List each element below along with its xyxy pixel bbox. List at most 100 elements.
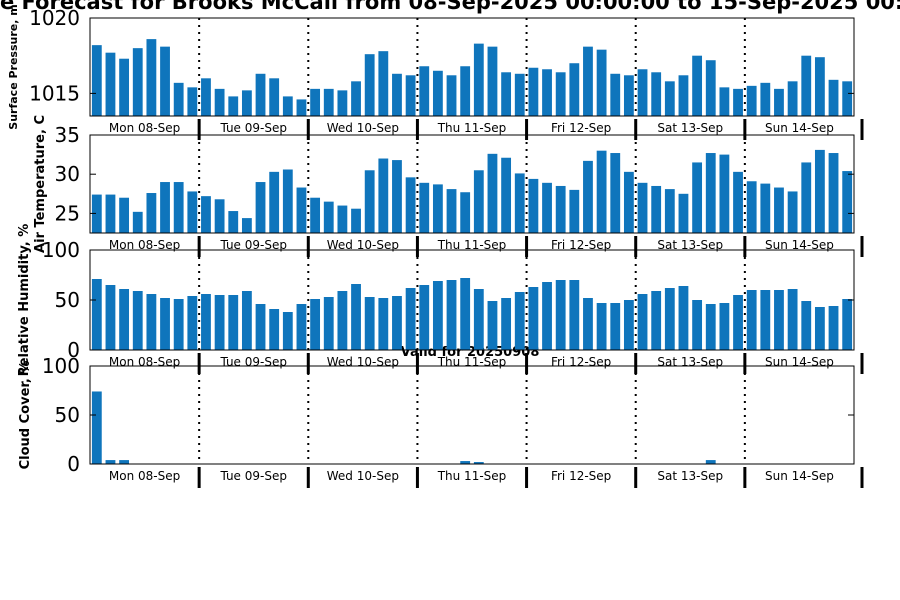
bar	[337, 291, 348, 350]
bar	[610, 73, 621, 116]
bar	[814, 307, 825, 350]
bar	[201, 294, 211, 350]
bar	[746, 181, 757, 233]
bar	[787, 289, 798, 350]
bar	[583, 46, 593, 116]
bar	[119, 460, 130, 464]
bar	[105, 52, 116, 116]
x-tick-label: Tue 09-Sep	[219, 238, 287, 252]
bar	[542, 282, 552, 350]
y-tick-label: 0	[67, 452, 80, 476]
bar	[473, 43, 484, 116]
x-tick-label: Fri 12-Sep	[551, 238, 611, 252]
bar	[228, 295, 239, 350]
bar	[692, 300, 703, 350]
bar	[610, 303, 621, 350]
bar	[282, 169, 293, 233]
bar	[623, 171, 634, 233]
bar	[610, 153, 621, 233]
bar	[241, 291, 252, 350]
bar	[392, 160, 402, 233]
bar	[705, 460, 716, 464]
bar	[678, 286, 689, 350]
bar	[173, 82, 184, 116]
bar	[501, 72, 512, 116]
x-tick-label: Wed 10-Sep	[327, 238, 399, 252]
bar	[323, 297, 334, 350]
bar	[651, 185, 662, 233]
bar	[651, 72, 662, 116]
x-tick-label: Mon 08-Sep	[109, 238, 180, 252]
bar	[664, 288, 675, 350]
bar	[91, 279, 102, 350]
bar	[501, 157, 512, 233]
x-tick-label: Wed 10-Sep	[327, 469, 399, 483]
bar	[214, 199, 225, 233]
bar	[801, 301, 812, 350]
bar	[446, 189, 457, 233]
x-tick-label: Mon 08-Sep	[109, 469, 180, 483]
bar	[160, 46, 170, 116]
bar	[555, 280, 566, 350]
bar	[555, 72, 566, 116]
bar	[623, 300, 634, 350]
bar	[705, 304, 716, 350]
bar	[351, 81, 361, 116]
bar	[160, 182, 170, 233]
bar	[432, 184, 443, 233]
bar	[528, 67, 539, 116]
bar	[664, 189, 675, 233]
bar	[719, 303, 730, 350]
x-tick-label: Sun 14-Sep	[765, 469, 834, 483]
y-tick-label: 1020	[29, 6, 80, 30]
bar	[228, 96, 239, 116]
bar	[255, 182, 266, 233]
bar	[692, 55, 703, 116]
bar	[255, 304, 266, 350]
x-tick-label: Tue 09-Sep	[219, 121, 287, 135]
bar	[364, 297, 375, 350]
bar	[760, 183, 771, 233]
x-tick-label: Fri 12-Sep	[551, 469, 611, 483]
y-tick-label: 0	[67, 338, 80, 362]
bar	[787, 81, 798, 116]
bar	[241, 218, 252, 233]
bar	[419, 66, 430, 116]
bar	[542, 69, 552, 116]
bar	[337, 205, 348, 233]
x-tick-label: Tue 09-Sep	[219, 469, 287, 483]
bar	[651, 291, 662, 350]
bar	[787, 191, 798, 233]
bar	[282, 312, 293, 350]
bar	[323, 201, 334, 233]
bar	[842, 299, 853, 350]
bar	[774, 88, 784, 116]
x-tick-label: Sat 13-Sep	[657, 121, 723, 135]
bar	[746, 85, 757, 116]
bar	[473, 289, 484, 350]
bar	[91, 45, 102, 116]
chart-title: e Forecast for Brooks McCall from 08-Sep…	[0, 0, 900, 14]
bar	[814, 57, 825, 116]
bar	[323, 88, 334, 116]
x-tick-label: Tue 09-Sep	[219, 355, 287, 369]
bar	[583, 298, 593, 350]
x-tick-label: Thu 11-Sep	[437, 469, 507, 483]
bar	[364, 170, 375, 233]
bar	[105, 285, 116, 350]
y-tick-label: 25	[55, 201, 80, 225]
bar	[814, 149, 825, 233]
bar	[173, 299, 184, 350]
bar	[419, 182, 430, 233]
bar	[569, 63, 580, 116]
bar	[296, 99, 307, 116]
bar	[460, 66, 471, 116]
x-tick-label: Thu 11-Sep	[437, 355, 507, 369]
bar	[241, 90, 252, 116]
plot-frame	[89, 134, 855, 234]
plot-frame	[89, 365, 855, 465]
bar	[596, 150, 607, 233]
x-tick-label: Sun 14-Sep	[765, 238, 834, 252]
bar	[692, 162, 703, 233]
